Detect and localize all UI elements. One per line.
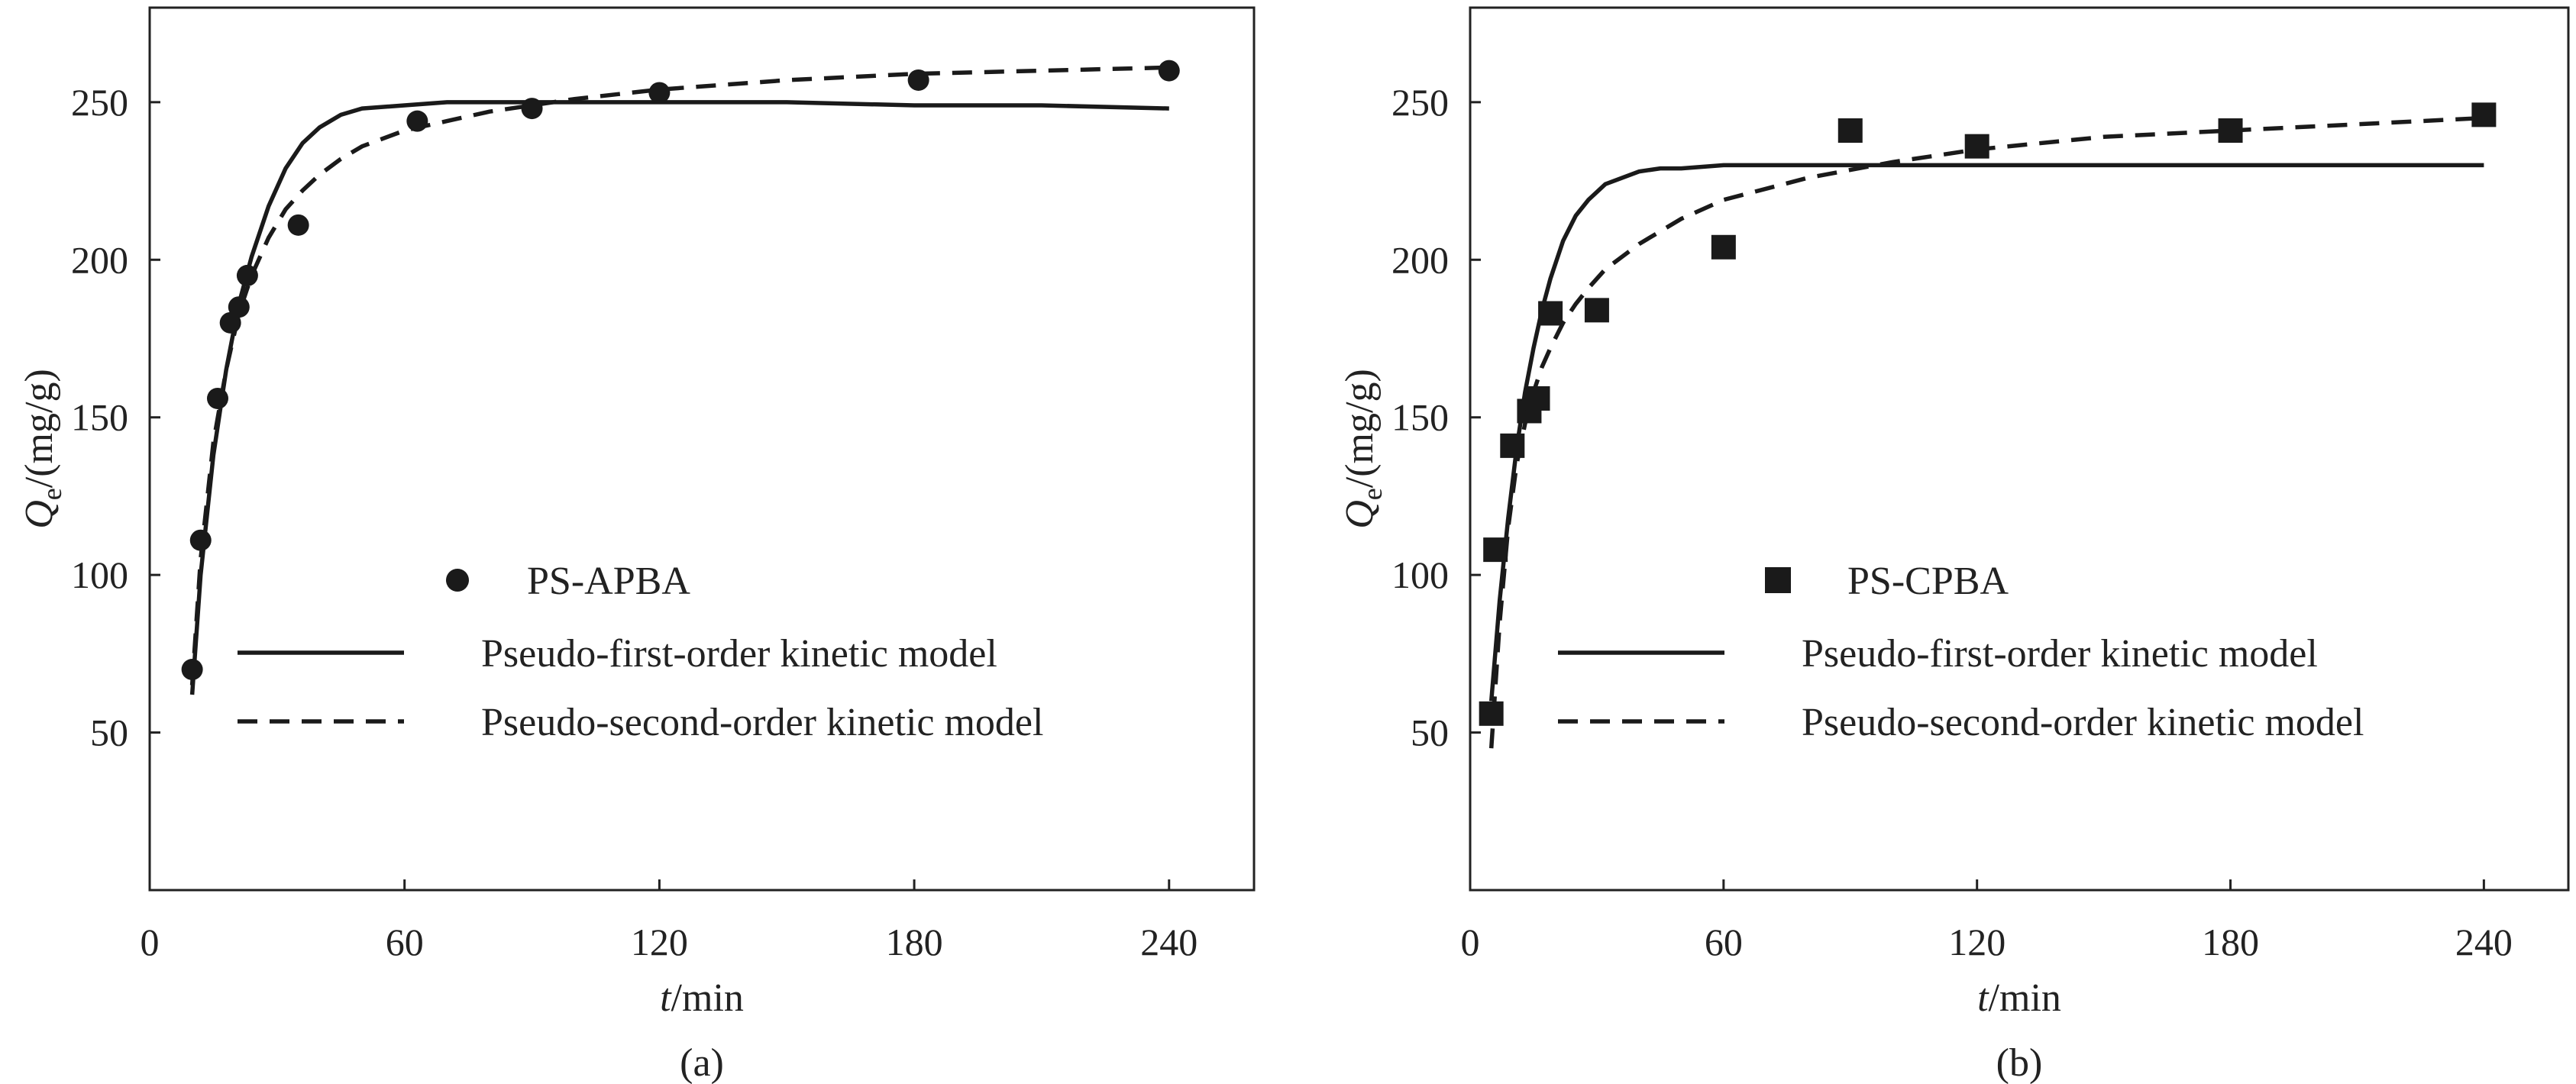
data-point <box>1479 701 1504 726</box>
legend-label-second-order: Pseudo-second-order kinetic model <box>1802 701 2364 744</box>
data-point <box>1483 537 1508 563</box>
y-tick-label: 150 <box>1391 396 1449 439</box>
legend-label-points: PS-APBA <box>527 560 690 603</box>
x-tick-label: 240 <box>2455 921 2513 963</box>
panel-label: (a) <box>680 1041 724 1084</box>
legend: PS-APBA Pseudo-first-order kinetic model P… <box>238 560 1043 744</box>
x-tick-label: 60 <box>386 921 424 963</box>
x-tick-label: 60 <box>1705 921 1743 963</box>
legend-label-first-order: Pseudo-first-order kinetic model <box>1802 632 2318 676</box>
data-point <box>1837 118 1863 144</box>
y-tick-label: 100 <box>1391 553 1449 596</box>
y-tick-label: 200 <box>1391 238 1449 281</box>
data-point <box>907 69 929 91</box>
pseudo-second-order-curve <box>1488 115 2484 749</box>
data-point <box>1500 433 1525 458</box>
x-tick-label: 0 <box>1461 921 1480 963</box>
data-point <box>406 110 428 132</box>
data-point <box>1158 60 1180 82</box>
legend: PS-CPBA Pseudo-first-order kinetic model P… <box>1558 560 2364 744</box>
data-point <box>648 82 671 104</box>
data-point <box>219 311 241 334</box>
x-axis-title: t/min <box>1977 976 2061 1020</box>
data-point <box>2218 118 2243 144</box>
data-point <box>1584 298 1609 323</box>
plot-frame <box>148 6 1256 892</box>
x-tick-label: 0 <box>141 921 160 963</box>
y-tick-label: 50 <box>1411 711 1449 754</box>
chart-panel-a: 0 60 120 180 240 50 100 150 200 250 t/min Qe/(mg/g)… <box>18 6 1256 1084</box>
x-tick-label: 180 <box>2202 921 2259 963</box>
x-axis-symbol: t <box>660 976 672 1020</box>
data-point <box>1711 234 1736 260</box>
y-axis-unit: /(mg/g) <box>18 369 61 488</box>
data-point <box>1964 134 1989 159</box>
x-axis-unit: /min <box>671 976 744 1020</box>
x-axis-unit: /min <box>1989 976 2061 1020</box>
legend-label-first-order: Pseudo-first-order kinetic model <box>481 632 997 676</box>
legend-label-points: PS-CPBA <box>1847 560 2009 603</box>
y-axis-unit: /(mg/g) <box>1338 369 1382 488</box>
y-tick-label: 150 <box>71 396 128 439</box>
data-point <box>236 264 258 286</box>
legend-marker-square <box>1765 567 1791 593</box>
y-axis-subscript: e <box>1357 488 1388 500</box>
x-axis-title: t/min <box>660 976 744 1020</box>
y-axis-title: Qe/(mg/g) <box>18 369 67 529</box>
pseudo-second-order-curve <box>189 65 1169 686</box>
pseudo-first-order-curve <box>189 100 1169 695</box>
data-point <box>521 98 543 120</box>
x-tick-label: 120 <box>631 921 688 963</box>
x-axis-symbol: t <box>1977 976 1989 1020</box>
y-tick-label: 50 <box>90 711 128 754</box>
data-point <box>1525 386 1550 411</box>
data-point <box>206 387 228 409</box>
y-tick-label: 100 <box>71 553 128 596</box>
x-tick-label: 120 <box>1948 921 2006 963</box>
data-point <box>287 214 309 236</box>
y-tick-label: 250 <box>1391 81 1449 124</box>
data-point <box>181 659 203 680</box>
chart-panel-b: 0 60 120 180 240 50 100 150 200 250 t/min Qe/(mg/g)… <box>1338 6 2570 1084</box>
data-point <box>1538 301 1563 326</box>
plot-frame <box>1469 6 2570 892</box>
data-point <box>228 296 250 318</box>
y-axis-symbol: Q <box>1338 500 1382 529</box>
data-point <box>2471 102 2497 127</box>
data-point <box>189 529 212 551</box>
y-tick-label: 200 <box>71 238 128 281</box>
y-tick-label: 250 <box>71 81 128 124</box>
x-tick-label: 240 <box>1140 921 1198 963</box>
y-axis-title: Qe/(mg/g) <box>1338 369 1388 529</box>
legend-label-second-order: Pseudo-second-order kinetic model <box>481 701 1043 744</box>
x-tick-label: 180 <box>886 921 943 963</box>
legend-marker-circle <box>446 569 469 592</box>
y-axis-symbol: Q <box>18 500 61 529</box>
panel-label: (b) <box>1996 1041 2043 1084</box>
y-axis-subscript: e <box>37 488 67 500</box>
